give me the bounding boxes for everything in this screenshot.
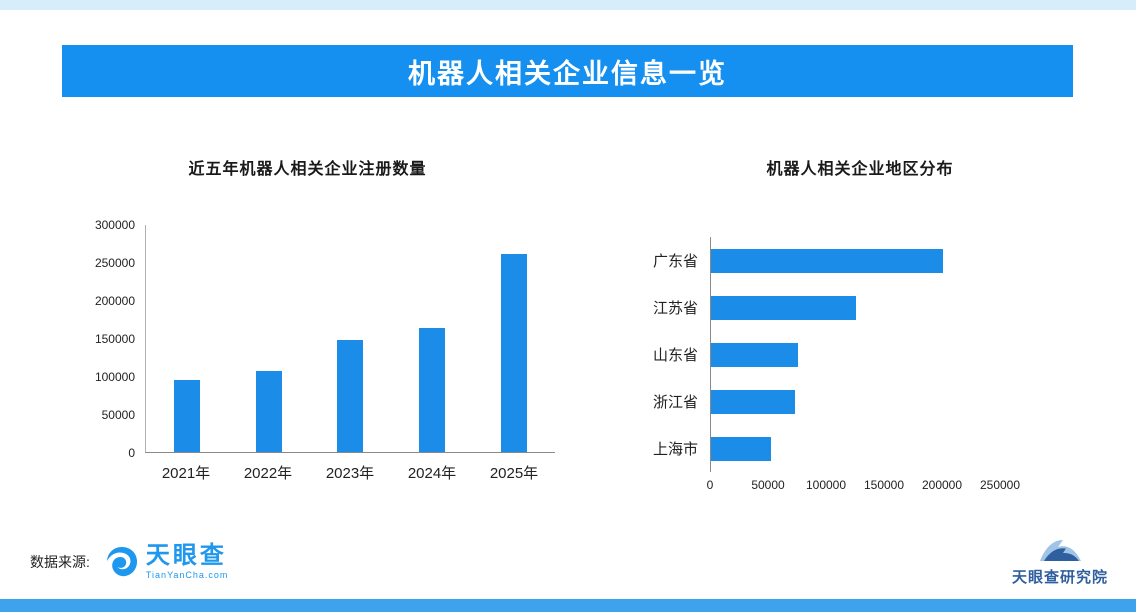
region-row: 浙江省 <box>640 378 1080 425</box>
y-axis-tick-label: 150000 <box>94 332 135 346</box>
registration-chart: 近五年机器人相关企业注册数量 0 50000 100000 150000 200000 2… <box>60 160 555 483</box>
registration-bar <box>255 371 282 452</box>
region-label: 浙江省 <box>652 394 698 411</box>
registration-bar <box>501 254 528 452</box>
region-bar-track <box>710 378 1080 425</box>
registration-chart-plot-area: 0 50000 100000 150000 200000 250000 300000 <box>60 218 555 460</box>
registration-chart-x-axis: 2021年 2022年 2023年 2024年 2025年 <box>145 462 555 483</box>
data-source-label: 数据来源: <box>30 553 90 570</box>
bar-slot <box>228 371 310 452</box>
bar-slot <box>391 328 473 452</box>
research-institute-icon <box>1039 540 1081 561</box>
region-row: 江苏省 <box>640 284 1080 331</box>
region-bar-track <box>710 425 1080 472</box>
bar-slot <box>146 380 228 452</box>
y-axis-tick-label: 0 <box>128 446 135 460</box>
registration-bar <box>173 380 200 452</box>
region-label: 上海市 <box>652 441 698 458</box>
bottom-strip <box>0 599 1136 612</box>
top-strip <box>0 0 1136 10</box>
tianyancha-logo-icon <box>106 546 137 576</box>
region-bar-track <box>710 331 1080 378</box>
tianyancha-logo: 天眼查 TianYanCha.com <box>104 543 229 580</box>
y-axis-tick-label: 300000 <box>94 218 135 232</box>
region-bar <box>711 342 798 367</box>
brand-domain: TianYanCha.com <box>145 570 229 580</box>
x-axis-category-label: 2022年 <box>243 465 293 482</box>
region-row: 山东省 <box>640 331 1080 378</box>
x-axis-tick-label: 200000 <box>921 478 963 492</box>
region-label: 山东省 <box>652 347 698 364</box>
region-row: 广东省 <box>640 237 1080 284</box>
registration-chart-title: 近五年机器人相关企业注册数量 <box>188 161 427 178</box>
brand-name: 天眼查 <box>145 542 227 569</box>
region-label: 广东省 <box>652 253 698 270</box>
registration-chart-y-axis: 0 50000 100000 150000 200000 250000 300000 <box>60 218 145 460</box>
page-title: 机器人相关企业信息一览 <box>408 58 727 89</box>
x-axis-category-label: 2025年 <box>489 465 539 482</box>
region-bar-track <box>710 284 1080 331</box>
y-axis-tick-label: 50000 <box>101 408 135 422</box>
region-label: 江苏省 <box>652 300 698 317</box>
region-row: 上海市 <box>640 425 1080 472</box>
bar-slot <box>310 340 392 452</box>
region-chart-bars: 广东省江苏省山东省浙江省上海市 <box>640 237 1080 472</box>
region-chart-title: 机器人相关企业地区分布 <box>766 161 954 178</box>
x-axis-tick-label: 50000 <box>751 478 785 492</box>
y-axis-tick-label: 250000 <box>94 256 135 270</box>
title-banner: 机器人相关企业信息一览 <box>62 45 1073 97</box>
x-axis-tick-label: 150000 <box>863 478 905 492</box>
region-bar <box>711 389 795 414</box>
tianyancha-wordmark: 天眼查 TianYanCha.com <box>145 542 229 581</box>
x-axis-category-label: 2024年 <box>407 465 457 482</box>
region-chart-x-axis: 0 50000 100000 150000 200000 250000 <box>706 478 1080 494</box>
x-axis-tick-label: 100000 <box>805 478 847 492</box>
region-chart: 机器人相关企业地区分布 广东省江苏省山东省浙江省上海市 0 50000 100000… <box>640 160 1080 494</box>
x-axis-tick-label: 250000 <box>979 478 1021 492</box>
x-axis-category-label: 2023年 <box>325 465 375 482</box>
research-institute-name: 天眼查研究院 <box>1011 569 1108 586</box>
data-source-block: 数据来源: 天眼查 TianYanCha.com <box>30 543 229 581</box>
y-axis-tick-label: 200000 <box>94 294 135 308</box>
region-bar <box>711 248 943 273</box>
registration-bar <box>419 328 446 452</box>
research-institute-logo: 天眼查研究院 <box>1012 536 1108 587</box>
bar-slot <box>473 254 555 452</box>
registration-bar <box>337 340 364 452</box>
region-bar <box>711 295 856 320</box>
region-bar <box>711 436 771 461</box>
region-bar-track <box>710 237 1080 284</box>
registration-chart-bars <box>145 225 555 453</box>
x-axis-tick-label: 0 <box>706 478 714 492</box>
x-axis-category-label: 2021年 <box>161 465 211 482</box>
y-axis-tick-label: 100000 <box>94 370 135 384</box>
